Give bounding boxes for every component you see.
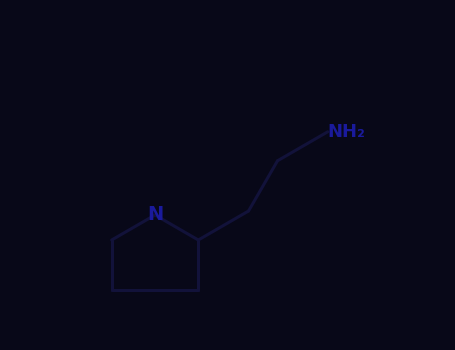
Text: N: N: [147, 205, 163, 224]
Text: NH₂: NH₂: [328, 123, 366, 141]
